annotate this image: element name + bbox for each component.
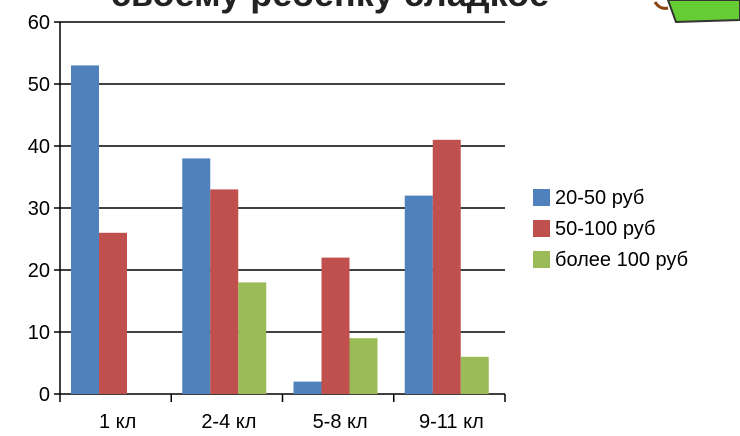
decoration <box>666 0 740 24</box>
bar <box>99 232 127 394</box>
legend-swatch <box>533 251 550 268</box>
x-tick-label: 5-8 кл <box>313 411 368 433</box>
bar <box>238 282 267 394</box>
bar <box>210 189 239 394</box>
y-tick-label: 10 <box>28 322 50 344</box>
bar <box>404 195 433 394</box>
legend-swatch <box>533 220 550 237</box>
y-tick-label: 30 <box>28 198 50 220</box>
bar <box>182 158 211 394</box>
bar <box>71 65 99 395</box>
bar <box>321 257 350 394</box>
y-tick-label: 20 <box>28 260 50 282</box>
legend-swatch <box>533 189 550 206</box>
x-tick-label: 1 кл <box>99 411 136 433</box>
legend-label: более 100 руб <box>555 249 688 271</box>
chart-title: своему ребенку сладкое <box>111 0 549 14</box>
bar <box>293 381 322 394</box>
bar <box>432 139 461 394</box>
decoration <box>653 1 669 10</box>
legend-label: 50-100 руб <box>555 218 655 240</box>
y-tick-label: 60 <box>28 12 50 34</box>
y-tick-label: 40 <box>28 136 50 158</box>
x-tick-label: 9-11 кл <box>419 411 484 433</box>
x-tick-label: 2-4 кл <box>201 411 256 433</box>
legend-label: 20-50 руб <box>555 187 644 209</box>
bar <box>349 338 378 394</box>
bar <box>460 356 489 394</box>
y-tick-label: 50 <box>28 74 50 96</box>
y-tick-label: 0 <box>39 384 50 406</box>
